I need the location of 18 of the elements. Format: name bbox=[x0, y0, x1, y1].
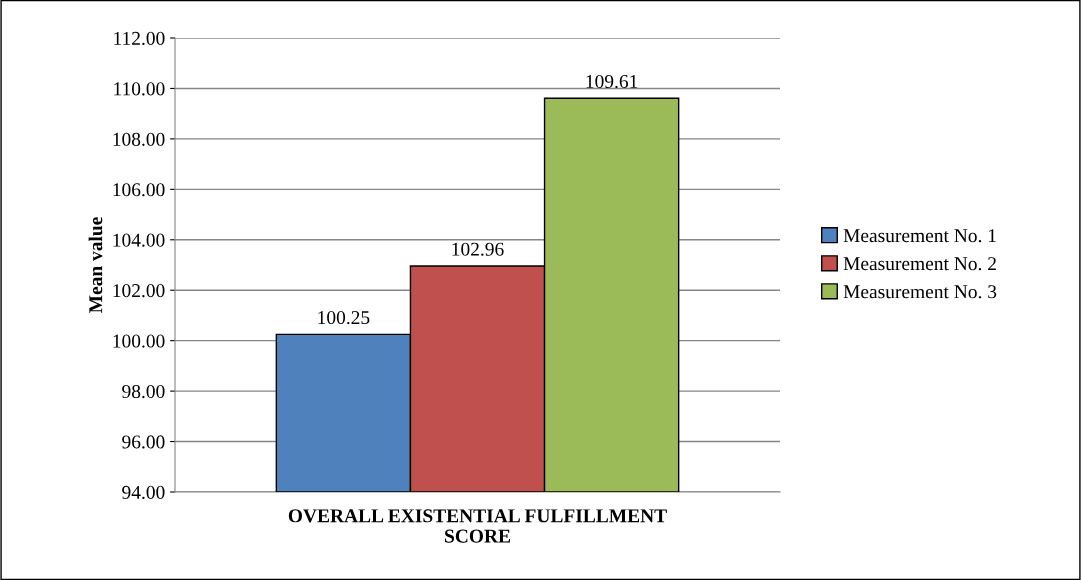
data-label: 109.61 bbox=[586, 74, 638, 89]
data-label: 102.96 bbox=[452, 242, 504, 256]
y-tick-label: 100.00 bbox=[113, 334, 165, 348]
y-tick-label: 104.00 bbox=[113, 233, 165, 247]
legend-label: Measurement No. 1 bbox=[843, 229, 996, 243]
data-label: 100.25 bbox=[318, 310, 370, 325]
y-tick-label: 102.00 bbox=[113, 284, 165, 298]
y-tick-label: 108.00 bbox=[113, 132, 165, 146]
y-tick-label: 96.00 bbox=[122, 435, 165, 449]
legend-label: Measurement No. 3 bbox=[843, 285, 997, 299]
y-tick-label: 94.00 bbox=[122, 485, 165, 500]
y-tick-label: 106.00 bbox=[113, 183, 165, 197]
y-tick-label: 98.00 bbox=[122, 384, 165, 399]
y-tick-label: 112.00 bbox=[114, 31, 165, 46]
x-tick-label: OVERALL EXISTENTIAL FULFILLMENT SCORE bbox=[288, 509, 667, 543]
y-axis-title: Mean value bbox=[88, 217, 103, 314]
legend-label: Measurement No. 2 bbox=[843, 257, 996, 271]
y-tick-label: 110.00 bbox=[114, 82, 165, 96]
